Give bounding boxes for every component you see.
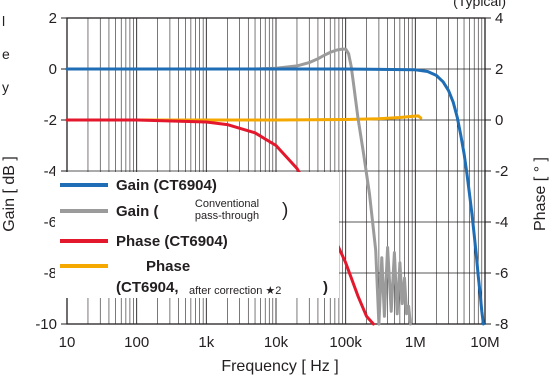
legend-label-phase-corrected-line2: (CT6904,	[116, 279, 179, 296]
y-right-axis-title: Phase [ ° ]	[532, 157, 549, 231]
legend-label-gain-conventional-close: )	[282, 200, 288, 221]
y-right-tick-label: 4	[495, 10, 503, 27]
legend-label-phase-ct6904: Phase (CT6904)	[116, 233, 228, 250]
y-right-tick-label: -8	[495, 316, 508, 333]
x-tick-labels: 10 100 1k 10k 100k 1M 10M	[59, 334, 500, 351]
y-left-tick-label: -2	[44, 112, 57, 129]
legend-label-gain-conventional: Gain (	[116, 203, 159, 220]
clipped-caption-fragments: l e y	[2, 13, 10, 95]
y-left-tick-label: -4	[44, 163, 57, 180]
y-right-tick-labels: 4 2 0 -2 -4 -6 -8	[495, 10, 508, 333]
legend-label-phase-corrected-line1: Phase	[146, 258, 190, 275]
typical-note: (Typical)	[453, 0, 506, 9]
y-right-tick-label: 2	[495, 61, 503, 78]
clipped-caption-fragment: e	[2, 46, 10, 62]
x-tick-label: 1k	[198, 334, 214, 351]
y-left-tick-label: 0	[49, 61, 57, 78]
x-tick-label: 10k	[264, 334, 289, 351]
x-tick-label: 1M	[405, 334, 426, 351]
clipped-caption-fragment: l	[2, 13, 5, 29]
legend-box	[55, 172, 339, 298]
y-right-tick-label: -2	[495, 163, 508, 180]
x-tick-label: 100k	[329, 334, 362, 351]
y-right-tick-label: 0	[495, 112, 503, 129]
y-left-tick-labels: 2 0 -2 -4 -6 -8 -10	[35, 10, 57, 333]
x-axis-title: Frequency [ Hz ]	[221, 358, 338, 375]
series-lines	[65, 47, 485, 326]
x-tick-label: 10	[59, 334, 76, 351]
x-tick-label: 100	[124, 334, 149, 351]
legend-label-phase-corrected-note: after correction ★2	[189, 285, 281, 297]
y-left-tick-label: -8	[44, 265, 57, 282]
series-phase-ct6904	[65, 118, 375, 326]
legend-label-gain-conventional-line2: pass-through	[195, 210, 259, 222]
y-right-tick-label: -4	[495, 214, 508, 231]
y-left-tick-label: 2	[49, 10, 57, 27]
y-left-tick-label: -6	[44, 214, 57, 231]
legend-label-gain-conventional-line1: Conventional	[195, 198, 259, 210]
y-left-axis-title: Gain [ dB ]	[1, 156, 18, 232]
legend: Gain (CT6904) Gain ( Conventional pass-t…	[55, 172, 339, 298]
clipped-caption-fragment: y	[2, 79, 9, 95]
series-gain-conventional	[65, 47, 412, 326]
y-right-tick-label: -6	[495, 265, 508, 282]
series-gain-ct6904	[65, 67, 485, 326]
legend-label-phase-corrected-close: )	[323, 279, 328, 296]
legend-label-gain-ct6904: Gain (CT6904)	[116, 177, 217, 194]
x-tick-label: 10M	[470, 334, 499, 351]
y-left-tick-label: -10	[35, 316, 57, 333]
